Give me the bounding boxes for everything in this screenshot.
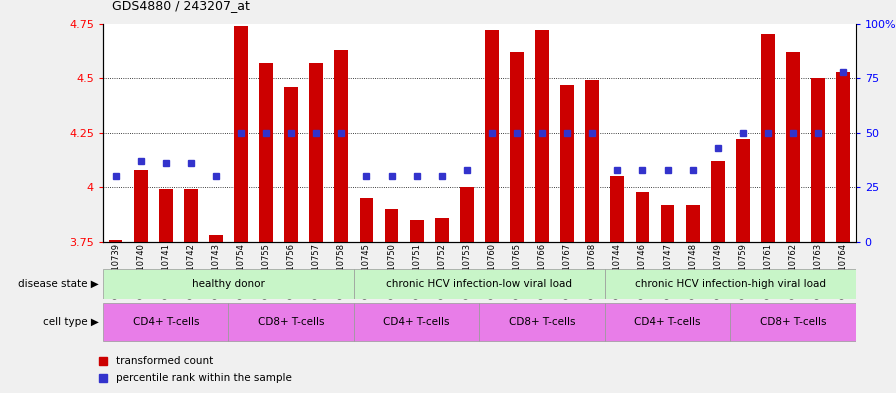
Text: CD4+ T-cells: CD4+ T-cells [383, 317, 450, 327]
Text: cell type ▶: cell type ▶ [43, 317, 99, 327]
Bar [103, 269, 354, 299]
Bar [836, 72, 850, 242]
Bar [730, 303, 856, 341]
Bar [334, 50, 349, 242]
Bar [510, 52, 524, 242]
Bar [660, 205, 675, 242]
Bar [605, 269, 856, 299]
Bar [228, 303, 354, 341]
Bar [354, 303, 479, 341]
Bar [435, 218, 449, 242]
Bar [736, 139, 750, 242]
Text: transformed count: transformed count [116, 356, 214, 366]
Bar [184, 189, 198, 242]
Text: CD8+ T-cells: CD8+ T-cells [760, 317, 826, 327]
Text: CD8+ T-cells: CD8+ T-cells [509, 317, 575, 327]
Bar [811, 78, 825, 242]
Bar [159, 189, 173, 242]
Bar [134, 170, 148, 242]
Bar [234, 26, 248, 242]
Bar [786, 52, 800, 242]
Bar [259, 63, 273, 242]
Bar [535, 30, 549, 242]
Bar [485, 30, 499, 242]
Text: CD8+ T-cells: CD8+ T-cells [258, 317, 324, 327]
Bar [384, 209, 399, 242]
Bar [711, 161, 725, 242]
Bar [479, 303, 605, 341]
Bar [354, 269, 605, 299]
Bar [359, 198, 374, 242]
Bar [685, 205, 700, 242]
Bar [605, 303, 730, 341]
Text: CD4+ T-cells: CD4+ T-cells [634, 317, 701, 327]
Bar [761, 35, 775, 242]
Bar [309, 63, 323, 242]
Bar [585, 80, 599, 242]
Text: CD4+ T-cells: CD4+ T-cells [133, 317, 199, 327]
Bar [108, 239, 123, 242]
Text: healthy donor: healthy donor [192, 279, 265, 289]
Bar [284, 87, 298, 242]
Text: GDS4880 / 243207_at: GDS4880 / 243207_at [112, 0, 250, 12]
Bar [103, 303, 228, 341]
Bar [610, 176, 625, 242]
Text: chronic HCV infection-low viral load: chronic HCV infection-low viral load [386, 279, 573, 289]
Bar [409, 220, 424, 242]
Bar [560, 84, 574, 242]
Bar [460, 187, 474, 242]
Bar [635, 191, 650, 242]
Text: percentile rank within the sample: percentile rank within the sample [116, 373, 292, 383]
Bar [209, 235, 223, 242]
Text: disease state ▶: disease state ▶ [18, 279, 99, 289]
Text: chronic HCV infection-high viral load: chronic HCV infection-high viral load [634, 279, 826, 289]
